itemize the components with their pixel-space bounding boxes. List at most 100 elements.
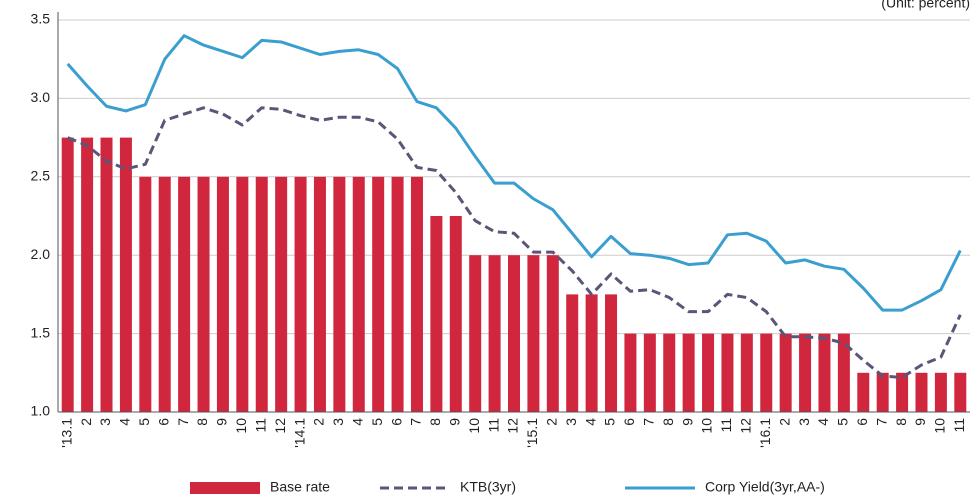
bar — [352, 176, 365, 412]
bar — [818, 333, 831, 412]
x-tick-label: '16.1 — [757, 418, 773, 448]
x-tick-label: 6 — [388, 418, 404, 426]
y-tick-label: 2.5 — [31, 168, 51, 184]
x-tick-label: 10 — [932, 418, 948, 434]
y-tick-label: 1.0 — [31, 403, 51, 419]
bar — [682, 333, 695, 412]
x-tick-label: 5 — [369, 418, 385, 426]
bar — [915, 372, 928, 412]
bar — [449, 216, 462, 412]
x-tick-label: 7 — [873, 418, 889, 426]
x-tick-label: 9 — [912, 418, 928, 426]
bar — [605, 294, 618, 412]
x-tick-label: 12 — [272, 418, 288, 434]
x-tick-label: 3 — [97, 418, 113, 426]
x-tick-label: '15.1 — [524, 418, 540, 448]
x-tick-label: 11 — [252, 418, 268, 433]
bar — [643, 333, 656, 412]
legend-swatch — [190, 482, 260, 494]
bar — [721, 333, 734, 412]
x-tick-label: '13.1 — [58, 418, 74, 448]
x-tick-label: 7 — [408, 418, 424, 426]
x-tick-label: 8 — [893, 418, 909, 426]
x-tick-label: '14.1 — [291, 418, 307, 448]
x-tick-label: 6 — [854, 418, 870, 426]
x-tick-label: 7 — [641, 418, 657, 426]
x-tick-label: 9 — [214, 418, 230, 426]
x-tick-label: 10 — [466, 418, 482, 434]
bar — [139, 176, 152, 412]
bar — [178, 176, 191, 412]
y-tick-label: 3.5 — [31, 11, 51, 27]
legend-label: Corp Yield(3yr,AA-) — [705, 479, 825, 495]
bar — [197, 176, 210, 412]
x-tick-label: 4 — [582, 418, 598, 426]
bar — [837, 333, 850, 412]
bar — [740, 333, 753, 412]
x-tick-label: 11 — [718, 418, 734, 433]
bar — [876, 372, 889, 412]
bar — [410, 176, 423, 412]
bar — [508, 255, 520, 412]
x-tick-label: 5 — [835, 418, 851, 426]
x-tick-label: 10 — [233, 418, 249, 434]
x-tick-label: 2 — [78, 418, 94, 426]
x-tick-label: 11 — [951, 418, 967, 433]
bar — [527, 255, 540, 412]
bar — [488, 255, 501, 412]
x-tick-label: 11 — [485, 418, 501, 433]
bar — [294, 176, 307, 412]
legend-label: Base rate — [270, 479, 330, 495]
bar — [119, 137, 132, 412]
x-tick-label: 4 — [349, 418, 365, 426]
x-tick-label: 12 — [738, 418, 754, 434]
x-tick-label: 5 — [136, 418, 152, 426]
bar — [372, 176, 385, 412]
x-tick-label: 3 — [796, 418, 812, 426]
x-tick-label: 2 — [544, 418, 560, 426]
bar — [430, 216, 443, 412]
bar — [779, 333, 792, 412]
y-tick-label: 2.0 — [31, 246, 51, 262]
bar — [954, 372, 967, 412]
x-tick-label: 10 — [699, 418, 715, 434]
x-tick-label: 2 — [776, 418, 792, 426]
bar — [313, 176, 326, 412]
y-tick-label: 3.0 — [31, 89, 51, 105]
bar — [585, 294, 598, 412]
bar — [702, 333, 715, 412]
bar — [469, 255, 482, 412]
bar — [158, 176, 171, 412]
bar — [81, 137, 94, 412]
bar — [255, 176, 268, 412]
bar — [624, 333, 637, 412]
bar — [216, 176, 229, 412]
x-tick-label: 5 — [602, 418, 618, 426]
bar — [896, 372, 909, 412]
x-tick-label: 3 — [330, 418, 346, 426]
x-tick-label: 6 — [155, 418, 171, 426]
x-tick-label: 7 — [175, 418, 191, 426]
bar — [857, 372, 870, 412]
bar — [391, 176, 404, 412]
bar — [934, 372, 947, 412]
x-tick-label: 9 — [446, 418, 462, 426]
x-tick-label: 8 — [427, 418, 443, 426]
x-tick-label: 2 — [311, 418, 327, 426]
bar — [799, 333, 812, 412]
x-tick-label: 9 — [679, 418, 695, 426]
x-tick-label: 12 — [505, 418, 521, 434]
bar — [566, 294, 579, 412]
bar — [663, 333, 676, 412]
x-tick-label: 3 — [563, 418, 579, 426]
y-tick-label: 1.5 — [31, 324, 51, 340]
x-tick-label: 6 — [621, 418, 637, 426]
line-series — [66, 34, 962, 312]
bar — [61, 137, 74, 412]
bar — [333, 176, 346, 412]
bar — [236, 176, 249, 412]
line-series — [67, 106, 962, 380]
x-tick-label: 8 — [660, 418, 676, 426]
unit-note: (Unit: percent) — [881, 0, 970, 11]
